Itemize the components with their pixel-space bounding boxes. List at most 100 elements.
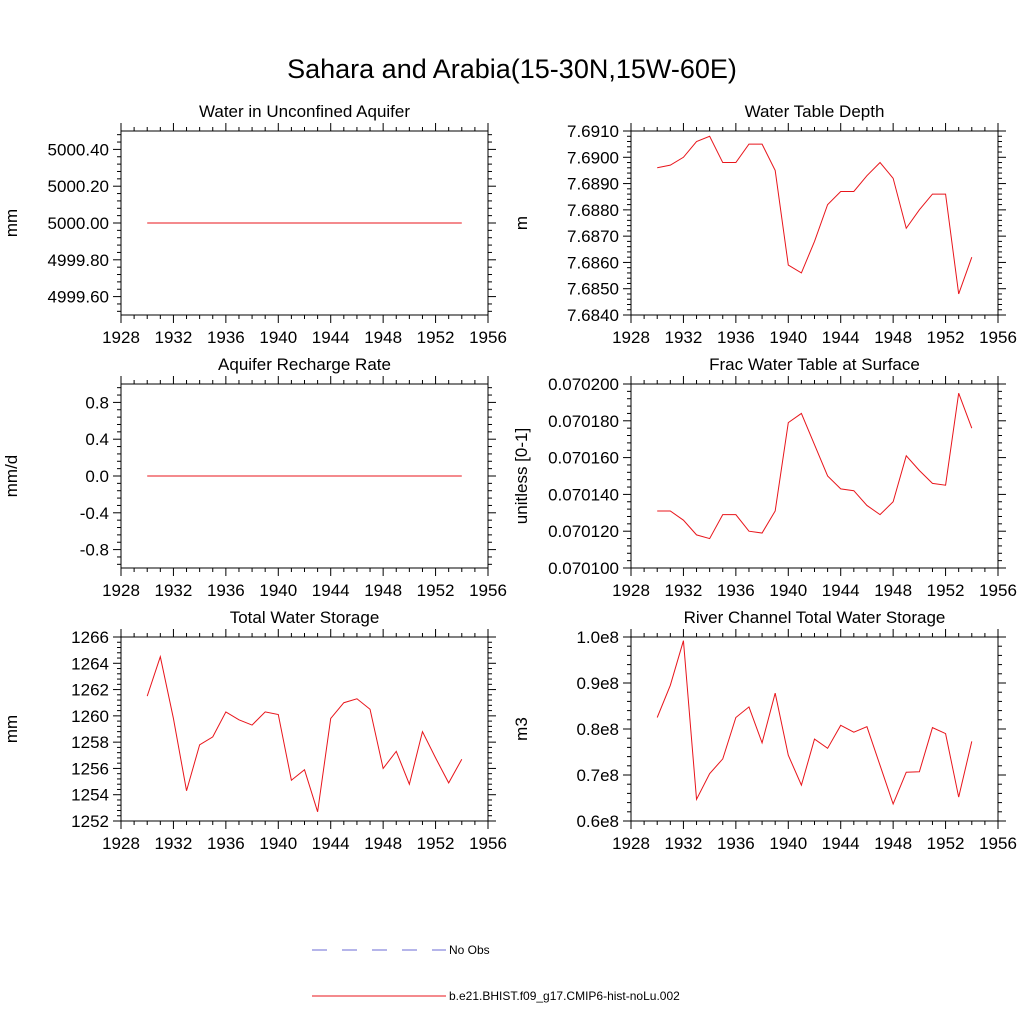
y-tick-label: 1260 (71, 707, 109, 726)
x-tick-label: 1932 (665, 581, 703, 600)
y-tick-label: 0.8e8 (576, 720, 619, 739)
y-tick-label: 0.070200 (548, 375, 619, 394)
x-tick-label: 1940 (769, 328, 807, 347)
y-tick-label: 1258 (71, 733, 109, 752)
x-tick-label: 1944 (312, 328, 350, 347)
y-tick-label: 7.6850 (567, 280, 619, 299)
y-tick-label: 7.6890 (567, 175, 619, 194)
y-tick-label: 4999.80 (48, 251, 109, 270)
y-tick-label: 7.6880 (567, 201, 619, 220)
x-tick-label: 1952 (927, 581, 965, 600)
x-tick-label: 1940 (769, 581, 807, 600)
x-tick-label: 1932 (665, 328, 703, 347)
y-tick-label: 1262 (71, 681, 109, 700)
x-tick-label: 1948 (874, 834, 912, 853)
x-tick-label: 1944 (312, 581, 350, 600)
y-tick-label: 1266 (71, 628, 109, 647)
y-axis-label: m (512, 216, 531, 230)
y-tick-label: 1256 (71, 759, 109, 778)
x-tick-label: 1928 (612, 834, 650, 853)
x-tick-label: 1936 (717, 834, 755, 853)
series-line (656, 640, 973, 806)
y-tick-label: 5000.40 (48, 140, 109, 159)
figure-title: Sahara and Arabia(15-30N,15W-60E) (287, 54, 737, 84)
y-tick-label: 7.6910 (567, 122, 619, 141)
plot-frame (120, 636, 489, 822)
panel-title: Water Table Depth (745, 102, 885, 121)
panel-title: River Channel Total Water Storage (684, 608, 946, 627)
series-line (657, 393, 973, 540)
y-tick-label: 0.070160 (548, 449, 619, 468)
x-tick-label: 1940 (259, 328, 297, 347)
y-tick-label: 7.6860 (567, 253, 619, 272)
x-tick-label: 1928 (102, 834, 140, 853)
x-tick-label: 1944 (822, 581, 860, 600)
x-tick-label: 1932 (665, 834, 703, 853)
y-tick-label: 4999.60 (48, 288, 109, 307)
y-tick-label: 0.0 (85, 467, 109, 486)
y-tick-label: -0.4 (80, 504, 109, 523)
x-tick-label: 1956 (469, 834, 507, 853)
y-tick-label: 0.070180 (548, 412, 619, 431)
x-tick-label: 1932 (155, 834, 193, 853)
y-tick-label: 1.0e8 (576, 628, 619, 647)
x-tick-label: 1956 (979, 581, 1017, 600)
x-tick-label: 1952 (927, 328, 965, 347)
x-tick-label: 1936 (207, 581, 245, 600)
x-tick-label: 1948 (364, 581, 402, 600)
x-tick-label: 1952 (417, 328, 455, 347)
x-tick-label: 1952 (417, 834, 455, 853)
y-tick-label: 5000.20 (48, 177, 109, 196)
x-tick-label: 1948 (364, 834, 402, 853)
y-tick-label: 0.7e8 (576, 766, 619, 785)
y-axis-label: mm (2, 209, 21, 237)
y-axis-label: mm/d (2, 455, 21, 498)
x-tick-label: 1928 (612, 328, 650, 347)
y-tick-label: -0.8 (80, 541, 109, 560)
x-tick-label: 1928 (612, 581, 650, 600)
x-tick-label: 1944 (822, 834, 860, 853)
x-tick-label: 1940 (769, 834, 807, 853)
y-tick-label: 7.6840 (567, 306, 619, 325)
x-tick-label: 1944 (312, 834, 350, 853)
x-tick-label: 1932 (155, 328, 193, 347)
x-tick-label: 1944 (822, 328, 860, 347)
x-tick-label: 1928 (102, 328, 140, 347)
x-tick-label: 1936 (717, 328, 755, 347)
panel-6: River Channel Total Water Storage m3 1928 1… (512, 608, 1017, 853)
x-tick-label: 1952 (927, 834, 965, 853)
x-tick-label: 1936 (207, 328, 245, 347)
y-tick-label: 0.070120 (548, 522, 619, 541)
x-tick-label: 1948 (364, 328, 402, 347)
panel-2: Water Table Depth m 1928 1932 1936 1940 1944 19… (512, 102, 1017, 347)
plot-frame (630, 383, 999, 569)
x-tick-label: 1956 (979, 834, 1017, 853)
plot-frame (630, 636, 999, 822)
panel-title: Water in Unconfined Aquifer (199, 102, 410, 121)
x-tick-label: 1956 (979, 328, 1017, 347)
y-tick-label: 1252 (71, 812, 109, 831)
panel-title: Frac Water Table at Surface (709, 355, 920, 374)
y-tick-label: 0.9e8 (576, 674, 619, 693)
y-tick-label: 5000.00 (48, 214, 109, 233)
y-tick-label: 0.070140 (548, 485, 619, 504)
y-tick-label: 7.6870 (567, 227, 619, 246)
x-tick-label: 1956 (469, 581, 507, 600)
y-axis-label: m3 (512, 717, 531, 741)
panel-title: Aquifer Recharge Rate (218, 355, 391, 374)
x-tick-label: 1932 (155, 581, 193, 600)
legend: No Obs b.e21.BHIST.f09_g17.CMIP6-hist-noL… (312, 943, 680, 1003)
y-tick-label: 7.6900 (567, 148, 619, 167)
series-line (146, 654, 463, 812)
y-axis-label: unitless [0-1] (512, 428, 531, 524)
series-line (657, 135, 973, 295)
y-tick-label: 0.8 (85, 393, 109, 412)
plot-frame (630, 130, 999, 316)
y-tick-label: 1254 (71, 786, 109, 805)
panel-1: Water in Unconfined Aquifer mm 1928 1932 193… (2, 102, 507, 347)
x-tick-label: 1940 (259, 581, 297, 600)
panel-4: Frac Water Table at Surface unitless [0-1… (512, 355, 1017, 600)
y-tick-label: 0.6e8 (576, 812, 619, 831)
x-tick-label: 1956 (469, 328, 507, 347)
x-tick-label: 1928 (102, 581, 140, 600)
